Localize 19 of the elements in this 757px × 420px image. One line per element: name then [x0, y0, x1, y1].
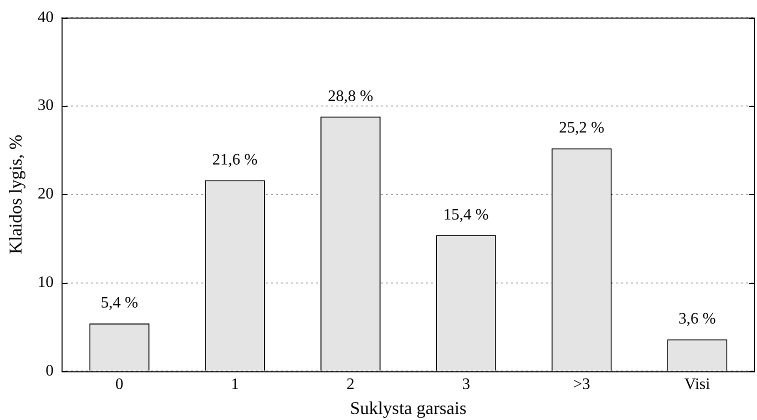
y-tick-label: 10 [38, 274, 54, 292]
x-tick-label: 2 [346, 376, 355, 394]
data-label: 3,6 % [678, 310, 716, 328]
y-tick-label: 40 [38, 8, 54, 26]
data-label: 28,8 % [328, 88, 374, 105]
x-tick-label: 1 [230, 376, 239, 394]
y-tick-label: 20 [38, 186, 54, 203]
data-label: 15,4 % [443, 206, 489, 224]
data-label: 21,6 % [212, 151, 258, 168]
y-tick-label: 0 [46, 362, 54, 380]
x-tick-label: 3 [462, 376, 470, 394]
data-label: 25,2 % [558, 120, 604, 137]
x-tick-label: 0 [115, 376, 124, 394]
x-tick-label: Visi [684, 376, 711, 394]
y-tick-label: 30 [38, 97, 54, 114]
data-label: 5,4 % [100, 294, 138, 312]
x-tick-label: >3 [573, 376, 590, 394]
x-axis-title: Suklysta garsais [350, 398, 467, 418]
y-axis-title: Klaidos lygis, % [6, 134, 26, 254]
